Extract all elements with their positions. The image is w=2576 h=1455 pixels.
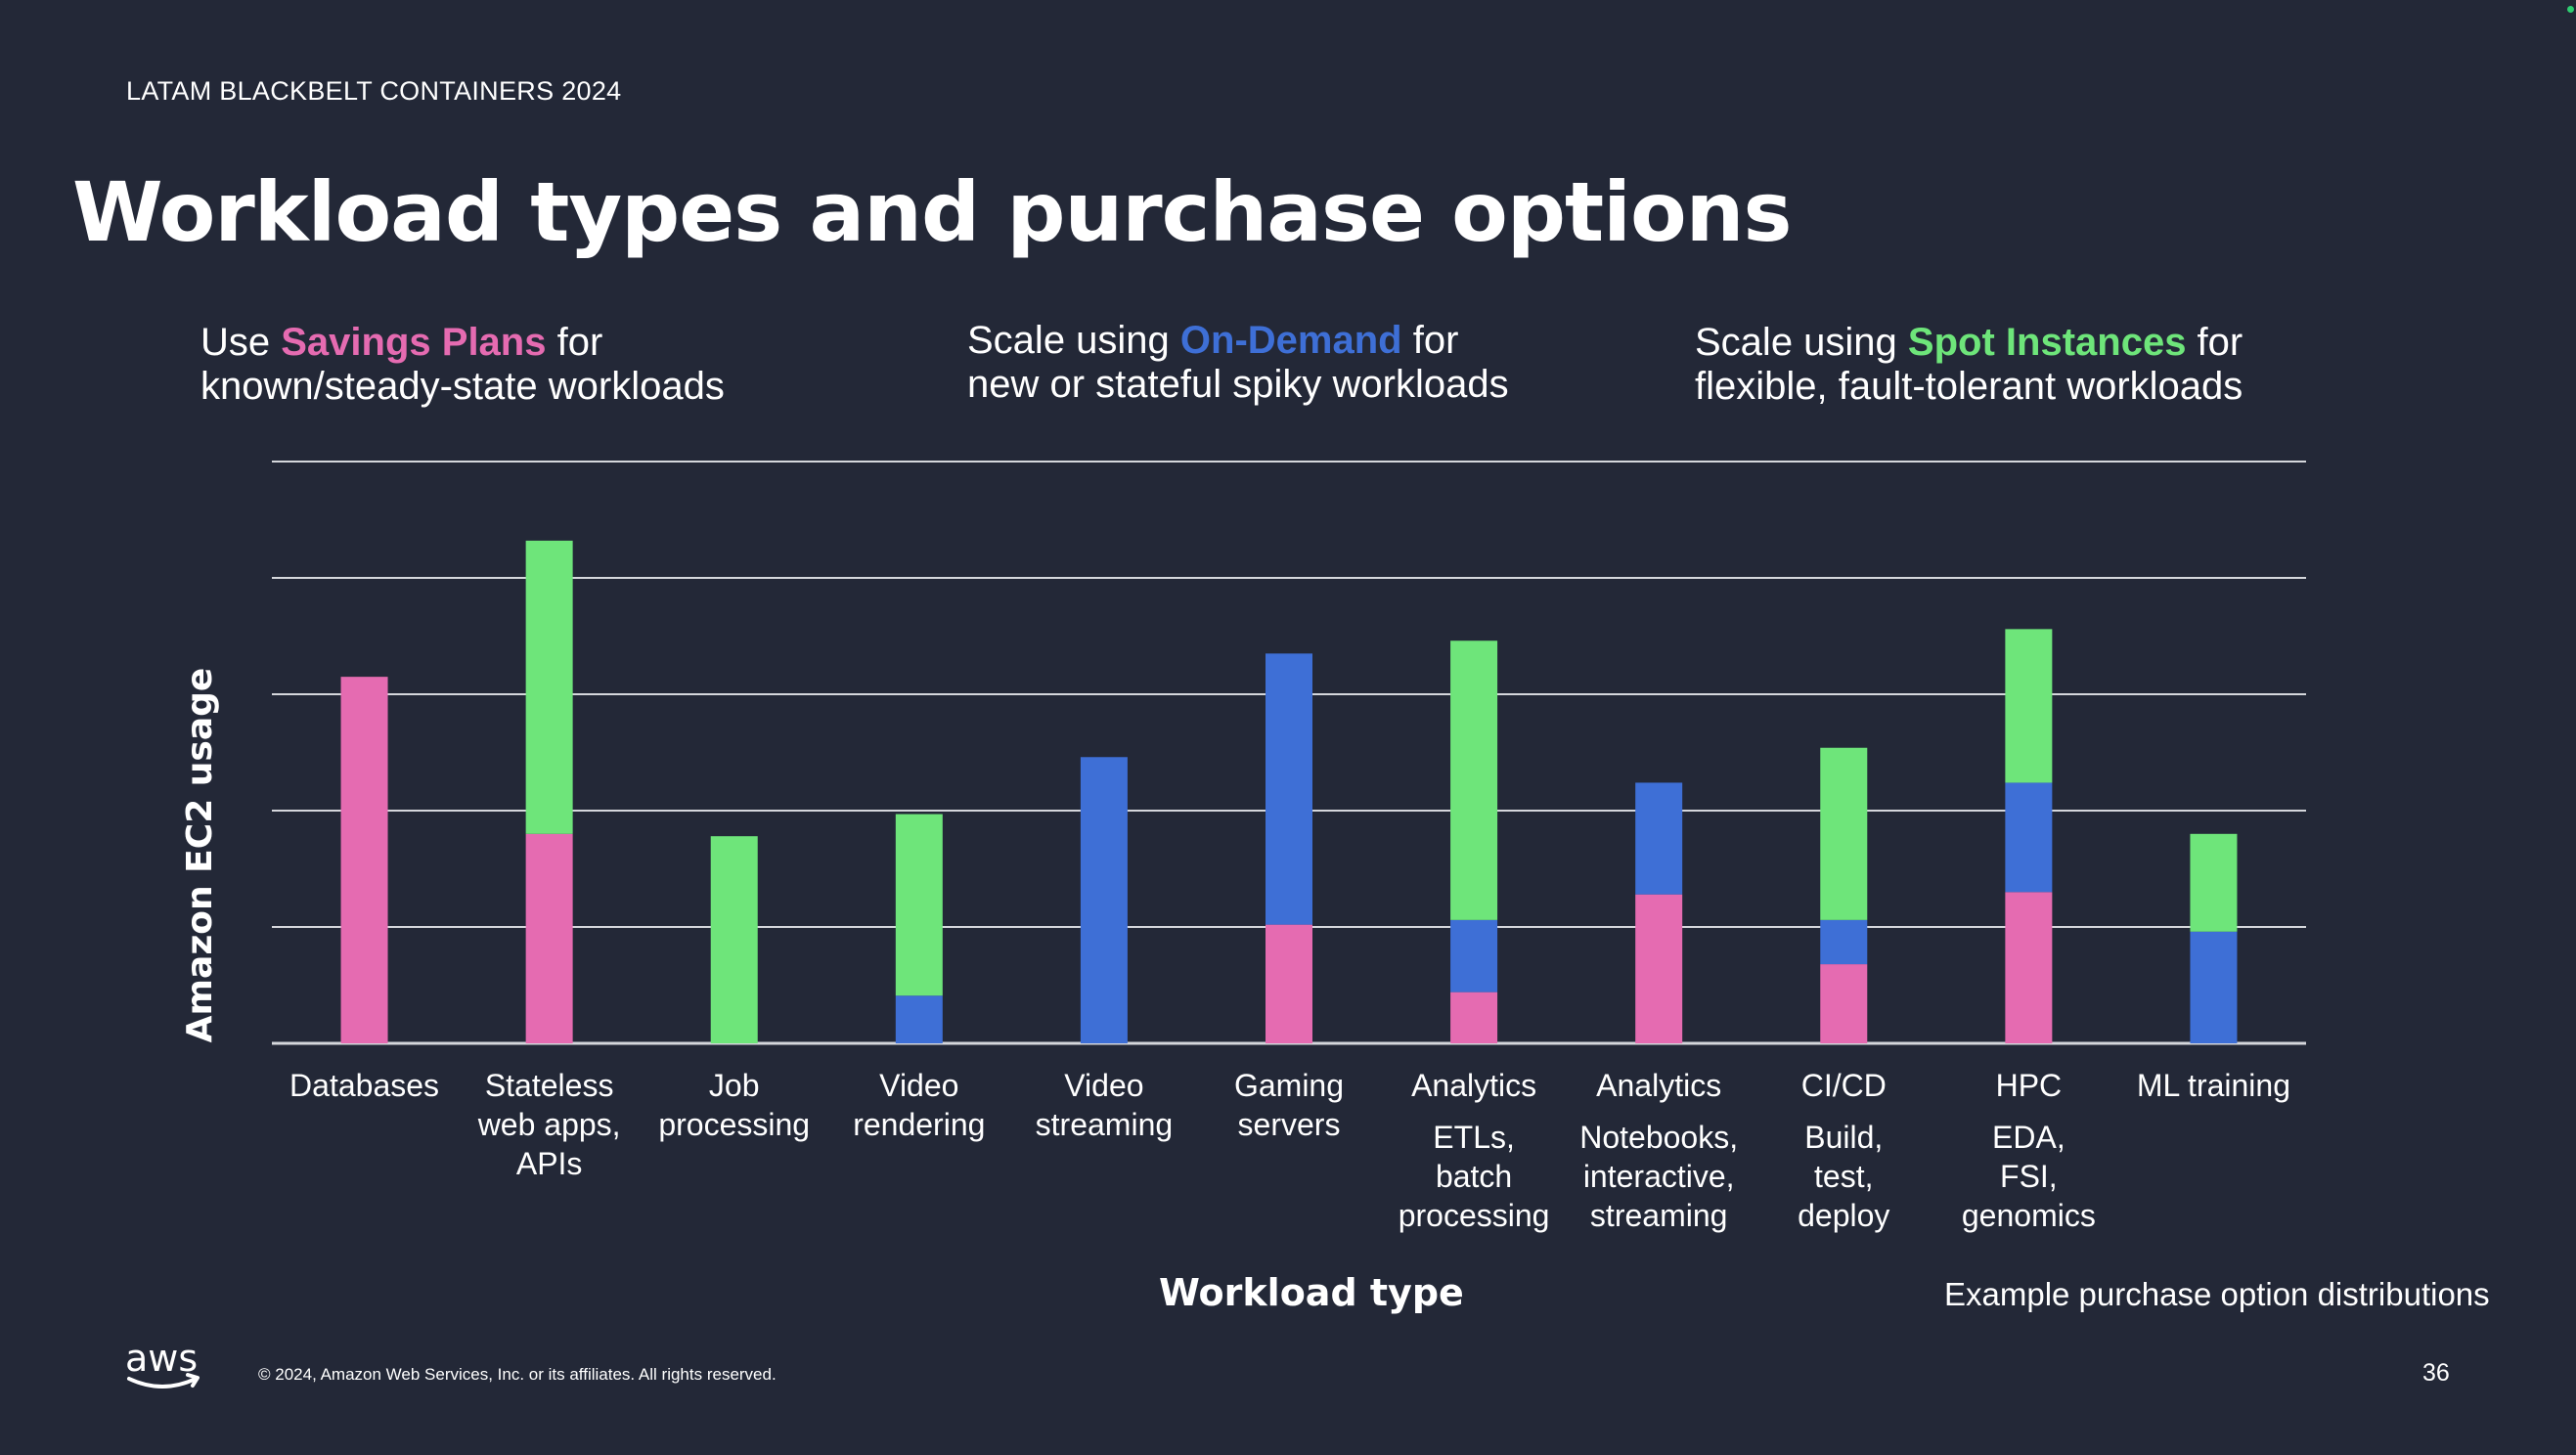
callout-highlight: Savings Plans <box>281 321 547 364</box>
x-tick-label: streaming <box>1036 1107 1174 1142</box>
distribution-note: Example purchase option distributions <box>1944 1276 2490 1312</box>
bar-segment <box>525 833 573 1043</box>
callout-suffix: for <box>546 321 603 364</box>
x-tick-sublabel: FSI, <box>2000 1159 2058 1194</box>
x-tick-label: web apps, <box>477 1107 621 1142</box>
x-tick-label: processing <box>658 1107 810 1142</box>
callout-prefix: Scale using <box>1695 321 1908 364</box>
callout-on-demand: Scale using On-Demand for new or statefu… <box>967 319 1509 407</box>
callout-highlight: On-Demand <box>1179 319 1402 362</box>
x-tick-label: Analytics <box>1411 1068 1536 1103</box>
x-tick-label: APIs <box>516 1146 583 1181</box>
x-tick-sublabel: processing <box>1399 1198 1550 1233</box>
bar-segment <box>2005 782 2053 893</box>
callout-line-2: flexible, fault-tolerant workloads <box>1695 365 2243 408</box>
callout-spot-instances: Scale using Spot Instances for flexible,… <box>1695 321 2243 409</box>
aws-logo-text: aws <box>125 1337 198 1380</box>
bar-segment <box>1635 894 1683 1043</box>
bar-segment <box>895 814 943 996</box>
x-tick-label: servers <box>1238 1107 1341 1142</box>
x-tick-label: HPC <box>1996 1068 2063 1103</box>
callout-prefix: Use <box>200 321 282 364</box>
callout-line-2: new or stateful spiky workloads <box>967 363 1509 406</box>
x-tick-label: Databases <box>289 1068 439 1103</box>
y-axis-label: Amazon EC2 usage <box>180 668 220 1043</box>
bar-segment <box>895 995 943 1043</box>
callout-line-2: known/steady-state workloads <box>200 365 725 408</box>
x-tick-sublabel: genomics <box>1962 1198 2096 1233</box>
bar-segment <box>2190 931 2238 1043</box>
page-number: 36 <box>2422 1359 2450 1387</box>
x-tick-label: Video <box>1064 1068 1143 1103</box>
bar-segment <box>2005 892 2053 1043</box>
callout-suffix: for <box>1401 319 1459 362</box>
callout-line-1: Scale using Spot Instances for <box>1695 321 2243 365</box>
callout-highlight: Spot Instances <box>1907 321 2187 364</box>
x-tick-label: Job <box>709 1068 760 1103</box>
x-axis-title: Workload type <box>1159 1271 1464 1314</box>
x-tick-label: Analytics <box>1596 1068 1721 1103</box>
x-tick-label: Stateless <box>485 1068 614 1103</box>
x-tick-sublabel: batch <box>1436 1159 1512 1194</box>
bar-segment <box>1635 782 1683 895</box>
bar-segment <box>1450 992 1498 1043</box>
bar-segment <box>710 836 758 1043</box>
x-tick-sublabel: EDA, <box>1992 1120 2065 1155</box>
x-tick-sublabel: deploy <box>1798 1198 1889 1233</box>
bar-segment <box>1080 757 1128 1043</box>
bar-segment <box>525 540 573 834</box>
event-label: LATAM BLACKBELT CONTAINERS 2024 <box>126 76 622 106</box>
bar-segment <box>1820 747 1868 920</box>
x-tick-label: CI/CD <box>1801 1068 1887 1103</box>
aws-logo: aws <box>123 1336 205 1399</box>
corner-dot <box>2567 6 2574 13</box>
x-tick-sublabel: ETLs, <box>1433 1120 1515 1155</box>
bar-segment <box>1266 924 1312 1043</box>
x-tick-sublabel: interactive, <box>1583 1159 1735 1194</box>
x-tick-label: ML training <box>2137 1068 2290 1103</box>
x-tick-label: Gaming <box>1234 1068 1344 1103</box>
x-tick-label: Video <box>879 1068 958 1103</box>
x-tick-label: rendering <box>853 1107 985 1142</box>
copyright: © 2024, Amazon Web Services, Inc. or its… <box>258 1365 777 1384</box>
callout-prefix: Scale using <box>967 319 1180 362</box>
bar-segment <box>2190 833 2238 932</box>
x-tick-sublabel: Notebooks, <box>1579 1120 1738 1155</box>
bar-segment <box>1820 919 1868 965</box>
callout-savings-plans: Use Savings Plans for known/steady-state… <box>200 321 725 409</box>
slide-title: Workload types and purchase options <box>72 164 1792 260</box>
x-tick-sublabel: test, <box>1814 1159 1873 1194</box>
callout-suffix: for <box>2186 321 2243 364</box>
bar-segment <box>1820 964 1868 1043</box>
x-tick-sublabel: streaming <box>1590 1198 1728 1233</box>
callout-line-1: Scale using On-Demand for <box>967 319 1509 363</box>
bar-segment <box>1450 640 1498 920</box>
x-tick-sublabel: Build, <box>1804 1120 1883 1155</box>
bar-segment <box>1266 653 1312 925</box>
bar-segment <box>2005 629 2053 783</box>
bar-segment <box>340 677 388 1043</box>
callout-line-1: Use Savings Plans for <box>200 321 725 365</box>
bar-segment <box>1450 919 1498 992</box>
